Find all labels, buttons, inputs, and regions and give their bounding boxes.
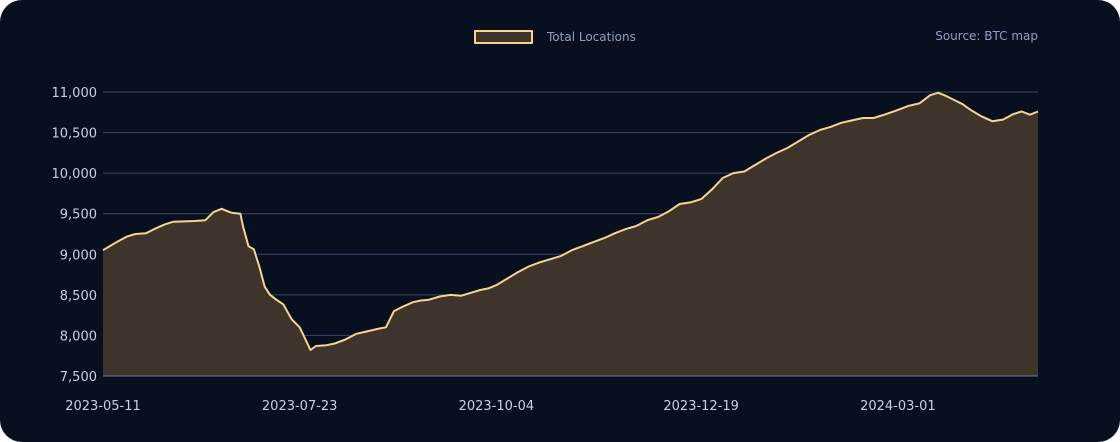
y-tick-label: 10,500 — [52, 127, 98, 142]
y-tick-label: 7,500 — [60, 370, 97, 385]
x-tick-label: 2023-12-19 — [663, 399, 739, 414]
x-tick-label: 2023-07-23 — [262, 399, 338, 414]
y-tick-label: 8,500 — [60, 289, 97, 304]
y-tick-label: 10,000 — [52, 167, 98, 182]
x-tick-label: 2023-10-04 — [459, 399, 535, 414]
y-tick-label: 11,000 — [52, 86, 98, 101]
y-tick-label: 8,000 — [60, 329, 97, 344]
y-tick-label: 9,000 — [60, 248, 97, 263]
series-area — [103, 92, 1038, 377]
y-tick-label: 9,500 — [60, 208, 97, 223]
source-label: Source: BTC map — [935, 29, 1038, 43]
legend[interactable]: Total Locations — [474, 28, 636, 46]
series-line — [102, 91, 1039, 351]
legend-label: Total Locations — [547, 30, 636, 44]
x-tick-label: 2024-03-01 — [860, 399, 936, 414]
y-axis: 7,500 8,000 8,500 9,000 9,500 10,000 10,500 11,… — [52, 86, 98, 385]
x-axis: 2023-05-11 2023-07-23 2023-10-04 2023-12-19… — [65, 399, 935, 414]
legend-swatch — [474, 30, 533, 44]
x-tick-label: 2023-05-11 — [65, 399, 141, 414]
